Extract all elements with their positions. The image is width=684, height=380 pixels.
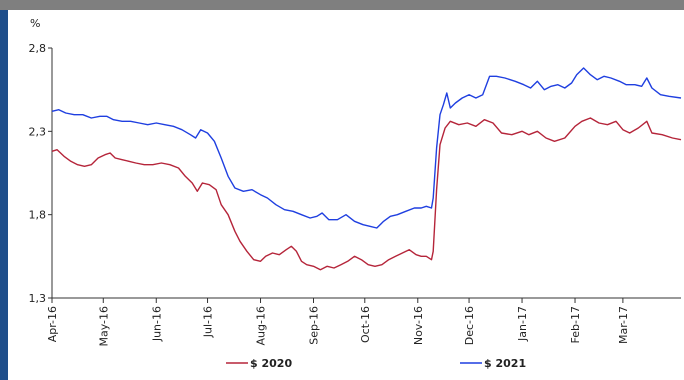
x-tick-label: Jun-16 — [150, 306, 163, 342]
x-tick-label: Sep-16 — [308, 306, 321, 345]
legend-label-2: $ 2021 — [484, 357, 526, 370]
top-frame-band — [0, 0, 684, 10]
x-tick-label: Nov-16 — [412, 306, 425, 345]
x-tick-label: May-16 — [97, 306, 110, 347]
y-unit-label: % — [30, 17, 40, 30]
x-tick-label: Jan-17 — [516, 306, 529, 342]
x-tick-label: Jul-16 — [202, 306, 215, 338]
y-tick-label: 1,3 — [29, 292, 47, 305]
y-tick-label: 1,8 — [29, 209, 47, 222]
y-tick-label: 2,3 — [29, 125, 47, 138]
y-tick-label: 2,8 — [29, 42, 47, 55]
left-frame-band — [0, 10, 8, 380]
x-tick-label: Aug-16 — [255, 306, 268, 345]
series-line-2 — [51, 67, 682, 229]
legend-label-1: $ 2020 — [250, 357, 292, 370]
x-tick-label: Dec-16 — [463, 306, 476, 345]
x-tick-label: Mar-17 — [617, 306, 630, 344]
x-tick-label: Oct-16 — [359, 306, 372, 343]
series-line-1 — [51, 117, 682, 271]
x-tick-label: Feb-17 — [569, 306, 582, 343]
x-tick-label: Apr-16 — [46, 306, 59, 342]
